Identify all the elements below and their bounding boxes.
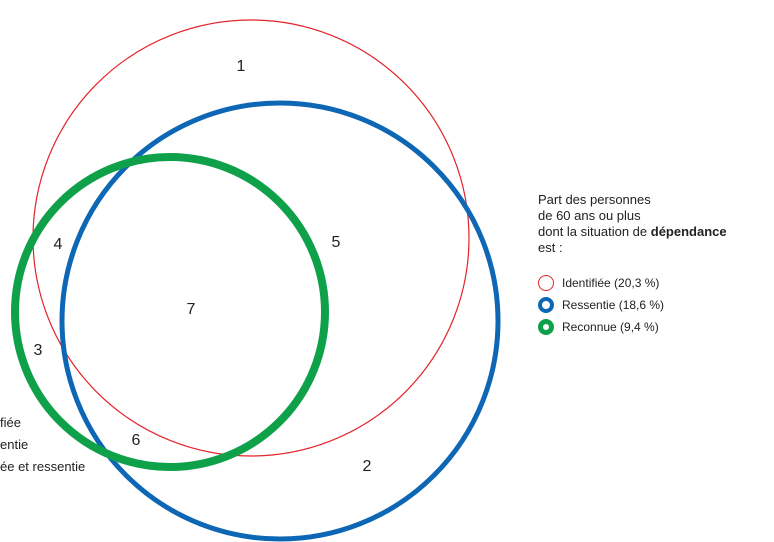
legend-intro-line-2: de 60 ans ou plus [538, 208, 641, 223]
legend-intro-bold: dépendance [650, 224, 727, 239]
left-note-line-1: fiée [0, 415, 21, 430]
legend-label-felt: Ressentie (18,6 %) [562, 298, 665, 312]
region-5-label: 5 [332, 234, 341, 251]
legend-item-identified: Identifiée (20,3 %) [538, 272, 774, 294]
region-4-label: 4 [54, 236, 63, 253]
left-note-line-2: entie [0, 437, 28, 452]
circle-identified [32, 19, 470, 457]
thick-ring-icon [538, 319, 554, 335]
region-2-label: 2 [363, 458, 372, 475]
legend-intro-line-3: dont la situation de dépendance [538, 224, 774, 240]
legend-intro-line-1: Part des personnes [538, 192, 651, 207]
region-1-label: 1 [237, 58, 246, 75]
legend-label-recognized: Reconnue (9,4 %) [562, 320, 659, 334]
circle-felt [59, 100, 501, 542]
legend-items: Identifiée (20,3 %) Ressentie (18,6 %) R… [538, 272, 774, 338]
left-note-line-3: ée et ressentie [0, 459, 85, 474]
region-7-label: 7 [187, 301, 196, 318]
legend-label-identified: Identifiée (20,3 %) [562, 276, 660, 290]
thick-ring-icon [538, 297, 554, 313]
region-3-label: 3 [34, 342, 43, 359]
circle-recognized [11, 153, 329, 471]
legend-intro-line-4: est : [538, 240, 563, 255]
region-6-label: 6 [132, 432, 141, 449]
legend-item-felt: Ressentie (18,6 %) [538, 294, 774, 316]
legend-intro-prefix: dont la situation de [538, 224, 651, 239]
legend: Part des personnes de 60 ans ou plus don… [538, 192, 774, 338]
thin-ring-icon [538, 275, 554, 291]
legend-item-recognized: Reconnue (9,4 %) [538, 316, 774, 338]
